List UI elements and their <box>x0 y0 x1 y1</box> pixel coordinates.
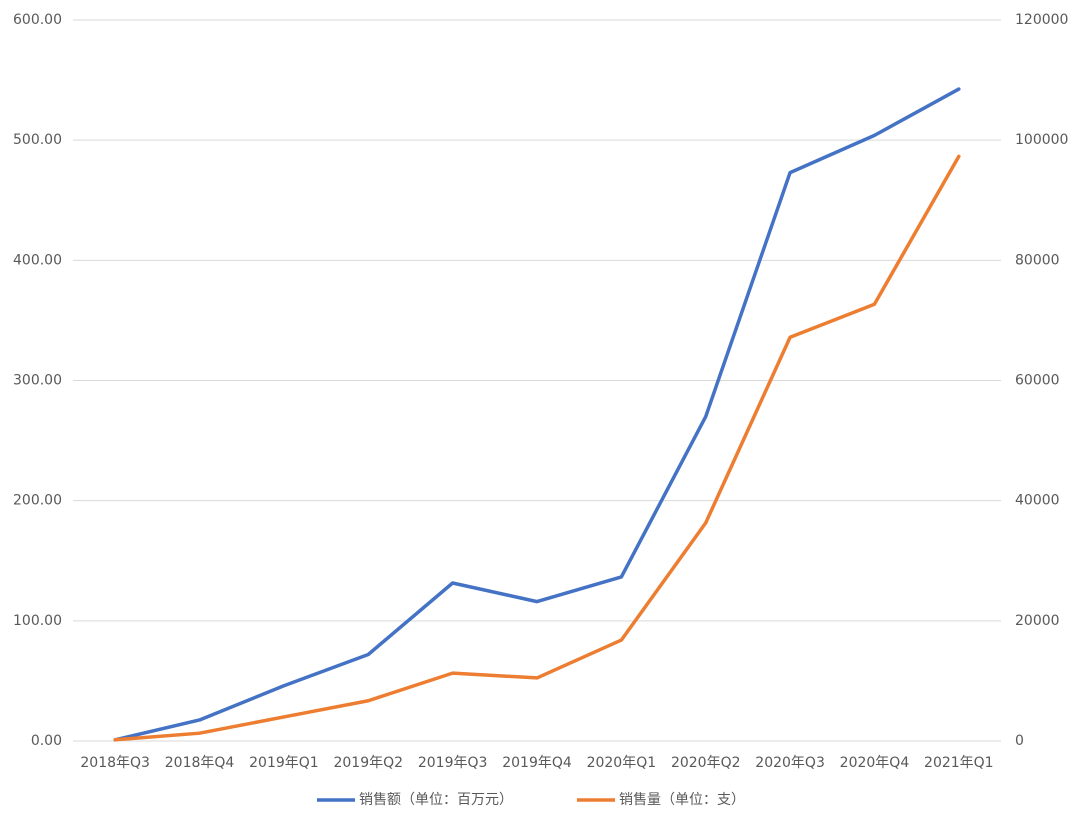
line-series <box>113 154 961 742</box>
x-tick-label: 2019年Q1 <box>249 755 319 771</box>
x-tick-label: 2018年Q4 <box>165 755 235 771</box>
x-tick-label: 2021年Q1 <box>924 755 994 771</box>
x-tick-label: 2020年Q2 <box>671 755 741 771</box>
x-tick-label: 2019年Q2 <box>333 755 403 771</box>
x-tick-label: 2020年Q3 <box>755 755 825 771</box>
y-tick-label: 400.00 <box>13 252 62 268</box>
y-tick-label: 600.00 <box>13 12 62 28</box>
y2-tick-label: 80000 <box>1015 252 1060 268</box>
y-tick-label: 300.00 <box>13 373 62 389</box>
x-tick-label: 2019年Q3 <box>418 755 488 771</box>
legend-label: 销售额（单位：百万元） <box>359 792 513 808</box>
y2-tick-label: 20000 <box>1015 613 1060 629</box>
y-tick-label: 500.00 <box>13 132 62 148</box>
line-series <box>113 87 961 742</box>
x-tick-label: 2020年Q4 <box>840 755 910 771</box>
x-tick-label: 2020年Q1 <box>587 755 657 771</box>
y-tick-label: 200.00 <box>13 493 62 509</box>
y2-tick-label: 40000 <box>1015 493 1060 509</box>
x-tick-label: 2018年Q3 <box>80 755 150 771</box>
y-tick-label: 100.00 <box>13 613 62 629</box>
y2-tick-label: 0 <box>1015 733 1024 749</box>
y2-tick-label: 60000 <box>1015 373 1060 389</box>
y2-tick-label: 120000 <box>1015 12 1068 28</box>
legend-label: 销售量（单位：支） <box>619 792 745 808</box>
x-tick-label: 2019年Q4 <box>502 755 572 771</box>
y2-tick-label: 100000 <box>1015 132 1068 148</box>
y-tick-label: 0.00 <box>31 733 62 749</box>
